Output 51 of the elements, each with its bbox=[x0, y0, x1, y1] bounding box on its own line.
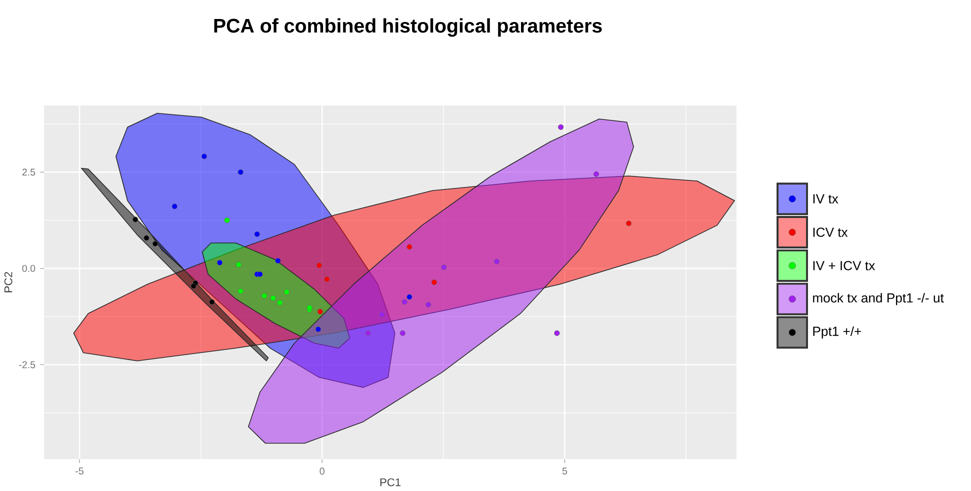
point bbox=[284, 289, 290, 295]
point bbox=[406, 244, 412, 250]
point bbox=[402, 299, 408, 305]
point bbox=[494, 258, 500, 265]
x-tick-label: 5 bbox=[562, 468, 568, 475]
point bbox=[317, 308, 323, 315]
legend-label: IV + ICV tx bbox=[813, 261, 875, 270]
chart-title: PCA of combined histological parameters bbox=[214, 18, 602, 37]
point bbox=[262, 293, 268, 299]
y-tick-label: -2.5 bbox=[19, 361, 36, 368]
point bbox=[254, 232, 260, 238]
point bbox=[378, 312, 385, 318]
point bbox=[190, 284, 196, 290]
point bbox=[270, 295, 276, 302]
point bbox=[277, 300, 283, 306]
point bbox=[593, 171, 600, 178]
point bbox=[558, 124, 564, 130]
point bbox=[315, 326, 322, 332]
point bbox=[238, 288, 244, 294]
point bbox=[441, 264, 447, 270]
point bbox=[365, 330, 372, 336]
point bbox=[144, 235, 150, 242]
legend-label: mock tx and Ppt1 -/- ut bbox=[813, 293, 944, 306]
point bbox=[316, 262, 322, 268]
point bbox=[236, 262, 242, 268]
legend-label: IV tx bbox=[813, 194, 838, 204]
y-axis-title: PC2 bbox=[4, 272, 12, 292]
point bbox=[132, 216, 138, 223]
point bbox=[626, 220, 632, 226]
x-tick-label: -5 bbox=[76, 468, 84, 475]
point bbox=[257, 272, 263, 278]
point bbox=[172, 204, 178, 210]
y-tick-label: 2.5 bbox=[22, 168, 36, 176]
x-axis-title: PC1 bbox=[380, 478, 401, 486]
point bbox=[216, 260, 223, 266]
point bbox=[224, 218, 230, 224]
x-tick-label: 0 bbox=[320, 468, 324, 475]
point bbox=[238, 170, 244, 176]
point bbox=[152, 241, 158, 247]
point bbox=[426, 302, 432, 308]
point bbox=[275, 258, 281, 264]
point bbox=[400, 330, 406, 336]
point bbox=[209, 299, 215, 305]
point bbox=[431, 280, 438, 286]
point bbox=[406, 294, 412, 300]
point bbox=[554, 330, 560, 336]
legend-label: ICV tx bbox=[813, 228, 848, 238]
y-tick-label: 0.0 bbox=[22, 265, 36, 272]
point bbox=[324, 276, 330, 282]
legend-label: Ppt1 +/+ bbox=[813, 326, 862, 339]
point bbox=[201, 154, 208, 160]
